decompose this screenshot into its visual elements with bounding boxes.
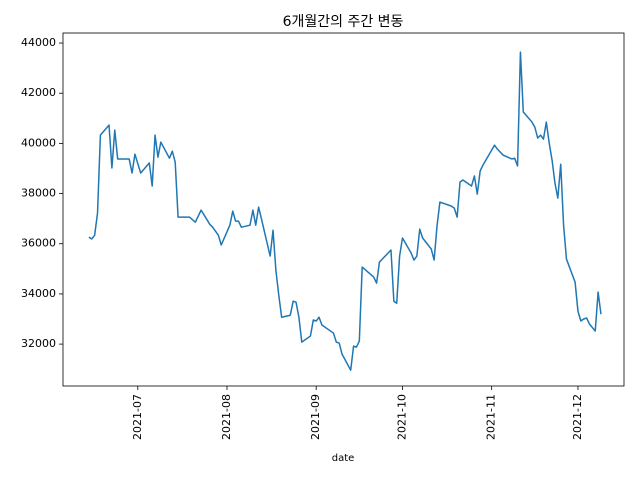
x-tick-label: 2021-11 (485, 394, 498, 440)
x-tick-label: 2021-10 (395, 394, 408, 440)
y-tick-label: 34000 (21, 287, 56, 300)
x-tick-label: 2021-09 (309, 394, 322, 440)
y-tick-label: 38000 (21, 187, 56, 200)
plot-frame (62, 32, 625, 387)
x-tick-label: 2021-08 (220, 394, 233, 440)
x-tick-label: 2021-12 (571, 394, 584, 440)
y-tick-label: 36000 (21, 237, 56, 250)
y-tick-label: 40000 (21, 136, 56, 149)
y-tick-label: 44000 (21, 36, 56, 49)
x-tick-label: 2021-07 (131, 394, 144, 440)
y-tick-label: 32000 (21, 337, 56, 350)
x-axis-label: date (332, 453, 355, 464)
chart-title: 6개월간의 주간 변동 (283, 14, 404, 30)
line (88, 51, 602, 371)
y-tick-label: 42000 (21, 86, 56, 99)
